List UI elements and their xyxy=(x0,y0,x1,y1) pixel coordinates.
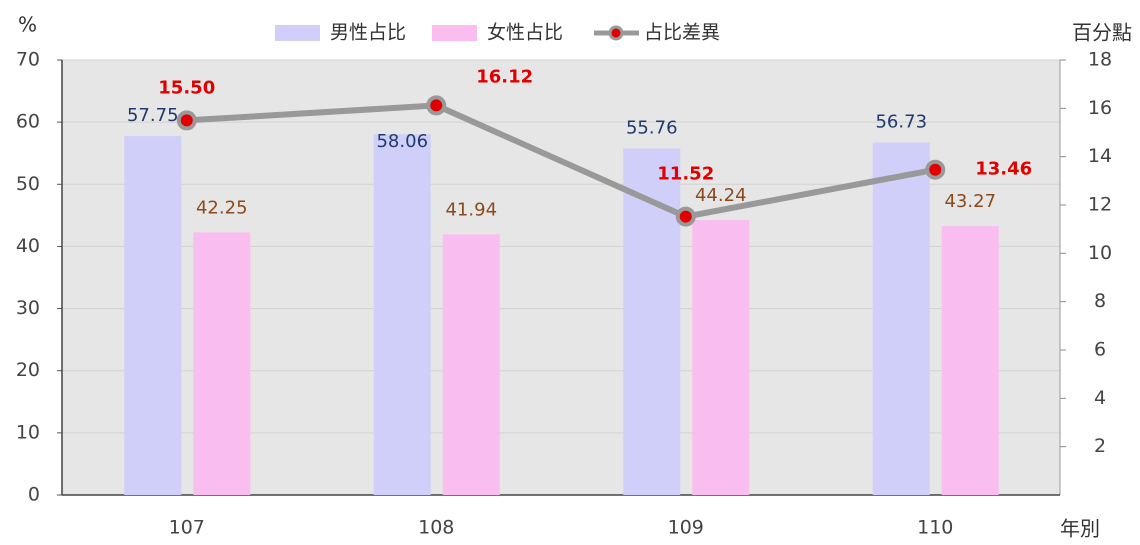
data-label: 16.12 xyxy=(476,66,533,87)
y-tick-label: 40 xyxy=(16,235,40,257)
y2-tick-label: 14 xyxy=(1088,145,1112,167)
bar xyxy=(193,232,251,496)
x-tick-label: 110 xyxy=(917,517,953,539)
legend-swatch xyxy=(275,25,320,41)
data-label: 57.75 xyxy=(127,105,179,126)
x-tick-label: 108 xyxy=(418,517,454,539)
bar xyxy=(623,148,681,495)
y-tick-label: 60 xyxy=(16,111,40,133)
data-label: 56.73 xyxy=(875,111,927,132)
data-label: 44.24 xyxy=(695,185,747,206)
x-axis-label: 年別 xyxy=(1060,517,1100,541)
marker xyxy=(675,206,696,227)
y2-tick-label: 10 xyxy=(1088,242,1112,264)
x-tick-label: 107 xyxy=(169,517,205,539)
bar xyxy=(373,134,431,495)
y2-tick-label: 18 xyxy=(1088,49,1112,71)
y-tick-label: 20 xyxy=(16,359,40,381)
y2-tick-label: 2 xyxy=(1094,435,1106,457)
y-tick-label: 0 xyxy=(28,484,40,506)
data-label: 13.46 xyxy=(975,159,1032,180)
legend-label: 女性占比 xyxy=(487,22,563,44)
marker xyxy=(925,159,946,180)
y2-tick-label: 4 xyxy=(1094,387,1106,409)
bar xyxy=(124,136,182,495)
legend-marker xyxy=(608,25,624,41)
data-label: 41.94 xyxy=(445,199,497,220)
y2-axis-label: 百分點 xyxy=(1072,21,1132,45)
legend-swatch xyxy=(432,25,477,41)
marker xyxy=(426,95,447,116)
line xyxy=(186,102,936,220)
y2-tick-label: 16 xyxy=(1088,97,1112,119)
x-tick-label: 109 xyxy=(668,517,704,539)
bar xyxy=(442,234,500,495)
data-label: 42.25 xyxy=(196,197,248,218)
bar xyxy=(872,142,930,496)
bar xyxy=(941,226,999,496)
data-label: 55.76 xyxy=(626,117,678,138)
marker xyxy=(176,110,197,131)
y-tick-label: 10 xyxy=(16,421,40,443)
y2-tick-label: 6 xyxy=(1094,339,1106,361)
y-axis-label: % xyxy=(18,13,37,37)
data-label: 15.50 xyxy=(158,77,215,98)
y2-tick-label: 12 xyxy=(1088,194,1112,216)
bar xyxy=(692,220,750,495)
data-label: 58.06 xyxy=(376,131,428,152)
data-label: 11.52 xyxy=(657,164,714,185)
y-tick-label: 30 xyxy=(16,297,40,319)
y2-tick-label: 8 xyxy=(1094,290,1106,312)
legend-label: 男性占比 xyxy=(330,22,406,44)
y-tick-label: 50 xyxy=(16,173,40,195)
y-tick-label: 70 xyxy=(16,49,40,71)
data-label: 43.27 xyxy=(944,191,996,212)
legend-label: 占比差異 xyxy=(644,22,720,44)
